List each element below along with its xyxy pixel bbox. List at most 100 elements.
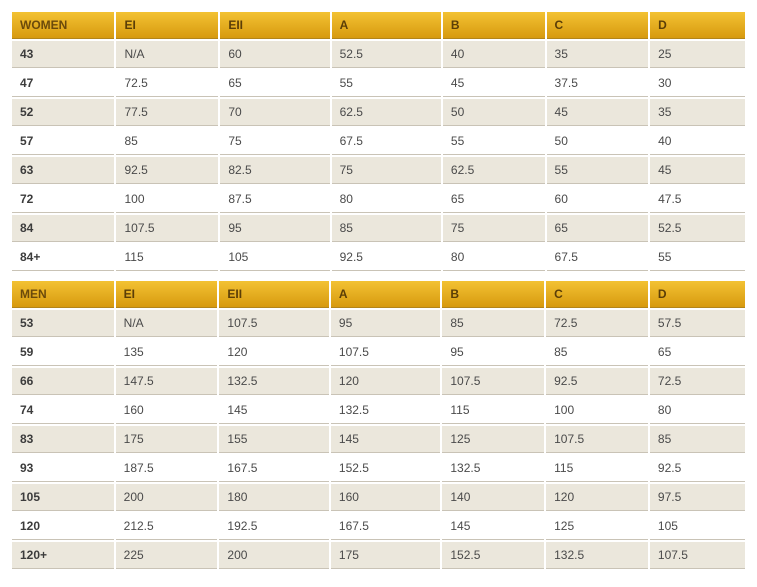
value-cell: 52.5 <box>332 41 441 68</box>
value-cell: 147.5 <box>116 368 218 395</box>
value-cell: 115 <box>442 397 544 424</box>
value-cell: 107.5 <box>331 339 440 366</box>
row-label-cell: 59 <box>12 339 114 366</box>
value-cell: 135 <box>116 339 218 366</box>
value-cell: 120 <box>219 339 328 366</box>
value-cell: 75 <box>220 128 329 155</box>
value-cell: 115 <box>116 244 218 271</box>
value-cell: 95 <box>442 339 544 366</box>
table-row: 66147.5132.5120107.592.572.5 <box>12 368 745 395</box>
table-row: 59135120107.5958565 <box>12 339 745 366</box>
table-row: 10520018016014012097.5 <box>12 484 745 511</box>
row-label-cell: 83 <box>12 426 114 453</box>
value-cell: 152.5 <box>331 455 440 482</box>
value-cell: 100 <box>546 397 648 424</box>
value-cell: 77.5 <box>116 99 218 126</box>
category-header: WOMEN <box>12 12 114 39</box>
value-cell: 87.5 <box>220 186 329 213</box>
value-cell: 92.5 <box>546 368 648 395</box>
table-row: 5277.57062.5504535 <box>12 99 745 126</box>
value-cell: 52.5 <box>650 215 745 242</box>
row-label-cell: 66 <box>12 368 114 395</box>
value-cell: 75 <box>332 157 441 184</box>
table-men: MEN EI EII A B C D 53N/A107.5958572.557.… <box>10 279 747 571</box>
value-cell: 72.5 <box>546 310 648 337</box>
value-cell: 175 <box>331 542 440 569</box>
value-cell: 167.5 <box>331 513 440 540</box>
value-cell: 67.5 <box>547 244 649 271</box>
value-cell: 70 <box>220 99 329 126</box>
table-row: 57857567.5555040 <box>12 128 745 155</box>
value-cell: 45 <box>443 70 545 97</box>
col-header: EII <box>220 12 329 39</box>
value-cell: 65 <box>220 70 329 97</box>
row-label-cell: 120 <box>12 513 114 540</box>
table-row: 84+11510592.58067.555 <box>12 244 745 271</box>
value-cell: 45 <box>650 157 745 184</box>
value-cell: 120 <box>546 484 648 511</box>
value-cell: 107.5 <box>116 215 218 242</box>
tables-container: WOMEN EI EII A B C D 43N/A6052.540352547… <box>10 10 747 571</box>
value-cell: 80 <box>650 397 745 424</box>
value-cell: 187.5 <box>116 455 218 482</box>
value-cell: 30 <box>650 70 745 97</box>
value-cell: 80 <box>332 186 441 213</box>
value-cell: 95 <box>331 310 440 337</box>
row-label-cell: 52 <box>12 99 114 126</box>
value-cell: 65 <box>650 339 745 366</box>
row-label-cell: 120+ <box>12 542 114 569</box>
value-cell: N/A <box>116 310 218 337</box>
value-cell: 107.5 <box>546 426 648 453</box>
col-header: EI <box>116 12 218 39</box>
value-cell: 107.5 <box>442 368 544 395</box>
value-cell: 85 <box>442 310 544 337</box>
value-cell: 55 <box>547 157 649 184</box>
value-cell: 132.5 <box>546 542 648 569</box>
table-row: 120+225200175152.5132.5107.5 <box>12 542 745 569</box>
value-cell: 72.5 <box>650 368 745 395</box>
value-cell: 155 <box>219 426 328 453</box>
value-cell: 145 <box>219 397 328 424</box>
col-header: C <box>547 12 649 39</box>
col-header: A <box>332 12 441 39</box>
value-cell: 92.5 <box>650 455 745 482</box>
value-cell: 97.5 <box>650 484 745 511</box>
table-row: 7210087.580656047.5 <box>12 186 745 213</box>
table-row: 84107.59585756552.5 <box>12 215 745 242</box>
value-cell: 115 <box>546 455 648 482</box>
value-cell: 45 <box>547 99 649 126</box>
value-cell: 132.5 <box>442 455 544 482</box>
value-cell: 55 <box>332 70 441 97</box>
value-cell: 152.5 <box>442 542 544 569</box>
table-row: 74160145132.511510080 <box>12 397 745 424</box>
value-cell: 100 <box>116 186 218 213</box>
table-women: WOMEN EI EII A B C D 43N/A6052.540352547… <box>10 10 747 273</box>
col-header: B <box>442 281 544 308</box>
value-cell: 85 <box>650 426 745 453</box>
value-cell: 55 <box>650 244 745 271</box>
row-label-cell: 47 <box>12 70 114 97</box>
value-cell: 95 <box>220 215 329 242</box>
row-label-cell: 72 <box>12 186 114 213</box>
value-cell: 65 <box>443 186 545 213</box>
value-cell: 85 <box>116 128 218 155</box>
value-cell: 145 <box>442 513 544 540</box>
row-label-cell: 84 <box>12 215 114 242</box>
value-cell: 105 <box>650 513 745 540</box>
value-cell: 107.5 <box>650 542 745 569</box>
value-cell: 57.5 <box>650 310 745 337</box>
table-row: 120212.5192.5167.5145125105 <box>12 513 745 540</box>
table-row: 4772.565554537.530 <box>12 70 745 97</box>
value-cell: 212.5 <box>116 513 218 540</box>
value-cell: 35 <box>547 41 649 68</box>
value-cell: 65 <box>547 215 649 242</box>
row-label-cell: 74 <box>12 397 114 424</box>
row-label-cell: 63 <box>12 157 114 184</box>
value-cell: 225 <box>116 542 218 569</box>
value-cell: N/A <box>116 41 218 68</box>
value-cell: 62.5 <box>332 99 441 126</box>
value-cell: 175 <box>116 426 218 453</box>
value-cell: 105 <box>220 244 329 271</box>
value-cell: 60 <box>220 41 329 68</box>
table-row: 6392.582.57562.55545 <box>12 157 745 184</box>
